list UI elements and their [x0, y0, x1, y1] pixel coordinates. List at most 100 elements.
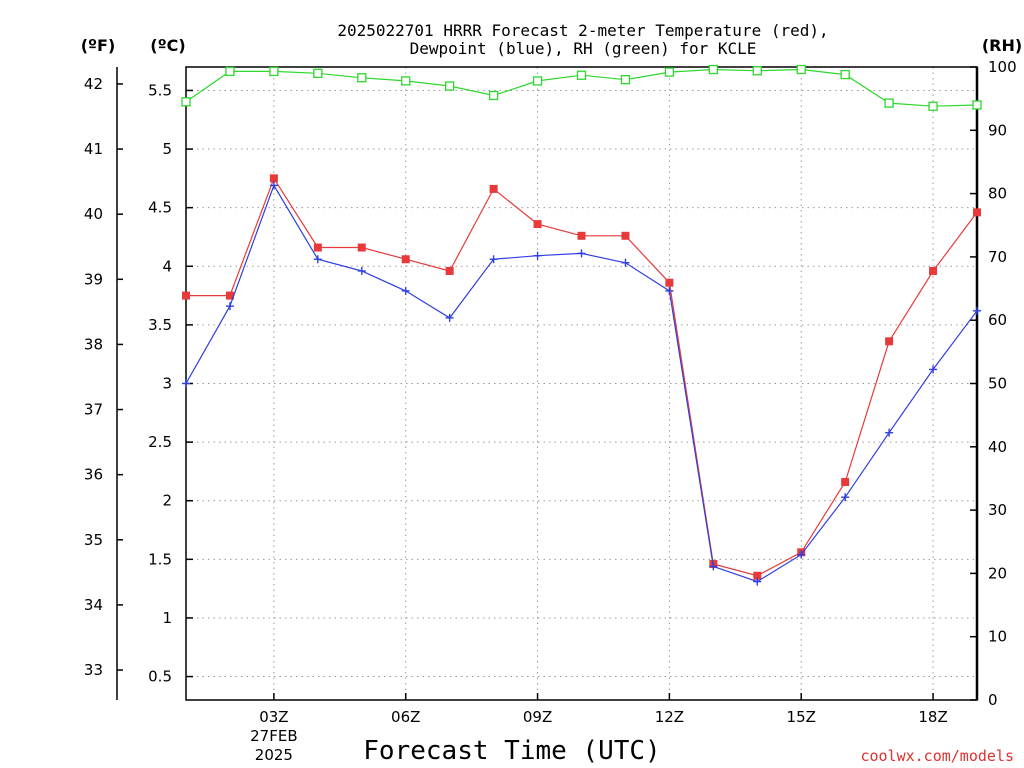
dewpoint-point	[313, 255, 322, 264]
rh-tick-label: 10	[988, 628, 1007, 646]
dewpoint-point	[445, 313, 454, 322]
rh-point	[401, 76, 411, 86]
rh-point	[357, 73, 367, 83]
source-credit: coolwx.com/models	[860, 747, 1014, 765]
tick-labels: 0.5 1 1.5 2 2.5 3 3.5 4 4.5 5 5.5 33 34 35 36 37 38 39 40 4…	[84, 58, 1017, 764]
dewpoint-point	[401, 286, 410, 295]
fahrenheit-tick-label: 39	[84, 270, 103, 288]
temperature-point	[841, 477, 850, 486]
rh-tick-label: 50	[988, 375, 1007, 393]
rh-point	[620, 75, 631, 85]
dewpoint-point	[929, 365, 938, 374]
dewpoint-point	[709, 562, 718, 571]
rh-tick-label: 20	[988, 564, 1007, 582]
temperature-point	[973, 208, 981, 217]
temperature-point	[269, 174, 278, 183]
chart-title-line-1: 2025022701 HRRR Forecast 2-meter Tempera…	[337, 21, 828, 40]
dewpoint-point	[533, 251, 542, 260]
temperature-point	[577, 231, 586, 240]
x-axis-label: Forecast Time (UTC)	[363, 736, 660, 766]
dewpoint-point	[357, 266, 366, 275]
dewpoint-point	[577, 249, 586, 258]
temperature-point	[533, 220, 542, 229]
fahrenheit-tick-label: 34	[84, 596, 103, 614]
fahrenheit-axis-unit: (ºF)	[81, 36, 116, 55]
rh-point	[225, 66, 235, 77]
celsius-tick-label: 3.5	[148, 316, 172, 334]
axes	[116, 66, 979, 701]
rh-point	[796, 64, 806, 75]
rh-point	[488, 90, 499, 101]
fahrenheit-tick-label: 37	[84, 401, 103, 419]
rh-tick-label: 90	[988, 121, 1007, 139]
rh-tick-label: 30	[988, 501, 1007, 519]
celsius-tick-label: 5	[162, 140, 172, 158]
rh-point	[708, 64, 718, 75]
x-tick-date-label: 27FEB	[250, 727, 297, 745]
temperature-point	[445, 266, 454, 275]
rh-point	[532, 76, 543, 86]
celsius-tick-label: 1	[162, 609, 172, 627]
rh-point	[269, 66, 279, 77]
x-tick-year-label: 2025	[255, 746, 293, 764]
celsius-tick-label: 4	[162, 257, 172, 275]
temperature-point	[401, 255, 410, 264]
dewpoint-point	[753, 577, 762, 586]
rh-point	[445, 81, 455, 91]
rh-tick-label: 60	[988, 311, 1007, 329]
fahrenheit-tick-label: 41	[84, 140, 103, 158]
celsius-tick-label: 5.5	[148, 81, 172, 99]
temperature-point	[885, 337, 894, 346]
chart-title-line-2: Dewpoint (blue), RH (green) for KCLE	[410, 39, 757, 58]
celsius-tick-label: 3	[162, 375, 172, 393]
rh-tick-label: 70	[988, 248, 1007, 266]
dewpoint-point	[885, 428, 894, 437]
temperature-point	[489, 184, 498, 193]
dewpoint-point	[621, 258, 630, 267]
fahrenheit-tick-label: 40	[84, 205, 103, 223]
rh-point	[884, 98, 894, 108]
rh-point	[752, 66, 762, 76]
rh-tick-label: 80	[988, 185, 1007, 203]
rh-point	[972, 100, 982, 110]
fahrenheit-tick-label: 36	[84, 466, 103, 484]
rh-tick-label: 0	[988, 691, 998, 709]
x-tick-label: 12Z	[655, 708, 684, 726]
rh-point	[576, 70, 587, 80]
celsius-tick-label: 2	[162, 492, 172, 510]
celsius-tick-label: 1.5	[148, 550, 172, 568]
data-series	[181, 64, 982, 586]
rh-point	[840, 69, 850, 80]
celsius-tick-label: 4.5	[148, 199, 172, 217]
rh-point	[928, 101, 938, 111]
dewpoint-point	[665, 286, 674, 295]
fahrenheit-tick-label: 35	[84, 531, 103, 549]
celsius-tick-label: 2.5	[148, 433, 172, 451]
grid-lines	[186, 67, 977, 700]
dewpoint-point	[225, 302, 234, 311]
temperature-point	[225, 291, 234, 300]
dewpoint-point	[489, 255, 498, 264]
rh-tick-label: 40	[988, 438, 1007, 456]
fahrenheit-tick-label: 38	[84, 335, 103, 353]
x-tick-label: 09Z	[523, 708, 552, 726]
rh-point	[313, 68, 323, 78]
rh-tick-label: 100	[988, 58, 1017, 76]
temperature-point	[929, 266, 938, 275]
temperature-point	[753, 571, 762, 580]
rh-axis-unit: (RH)	[982, 36, 1022, 55]
x-tick-label: 03Z	[259, 708, 288, 726]
rh-point	[181, 97, 191, 107]
fahrenheit-tick-label: 33	[84, 661, 103, 679]
dewpoint-point	[269, 181, 278, 190]
x-tick-label: 06Z	[391, 708, 420, 726]
fahrenheit-tick-label: 42	[84, 75, 103, 93]
x-tick-label: 18Z	[918, 708, 947, 726]
celsius-axis-unit: (ºC)	[150, 36, 185, 55]
dewpoint-point	[841, 493, 850, 502]
temperature-point	[357, 243, 366, 252]
temperature-point	[182, 291, 190, 300]
rh-point	[664, 67, 675, 77]
dewpoint-point	[973, 306, 981, 315]
